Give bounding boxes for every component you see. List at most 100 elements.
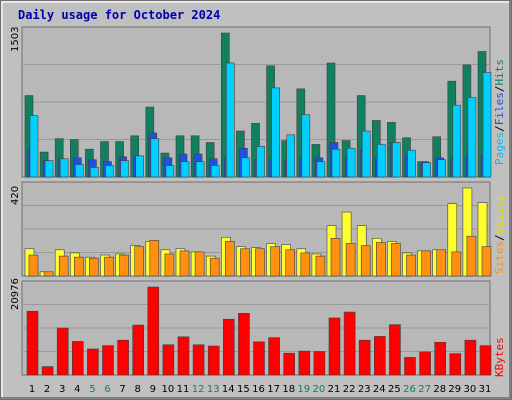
x-tick-label-day-2: 2 bbox=[44, 384, 50, 395]
bar-sites-day-3 bbox=[58, 255, 69, 277]
bar-sites-day-11 bbox=[179, 250, 190, 277]
bar-pages-day-26 bbox=[407, 149, 416, 178]
bar-sites-day-17 bbox=[270, 246, 280, 277]
bar-kbytes-day-24 bbox=[373, 336, 386, 376]
bar-kbytes-day-26 bbox=[404, 357, 416, 376]
x-tick-label-day-5: 5 bbox=[89, 384, 95, 395]
bar-kbytes-day-12 bbox=[192, 344, 205, 376]
bar-kbytes-day-3 bbox=[56, 327, 69, 376]
bar-kbytes-day-1 bbox=[26, 310, 39, 376]
legend-bottom: KBytes bbox=[493, 337, 506, 377]
bar-sites-day-10 bbox=[164, 253, 175, 277]
x-tick-label-day-7: 7 bbox=[119, 384, 125, 395]
bar-pages-day-28 bbox=[437, 159, 447, 178]
bar-pages-day-3 bbox=[59, 158, 69, 178]
x-tick-label-day-30: 30 bbox=[464, 384, 477, 395]
legend-top: Pages/Files/Hits bbox=[493, 59, 506, 165]
x-tick-label-day-18: 18 bbox=[282, 384, 295, 395]
bar-sites-day-15 bbox=[240, 248, 250, 277]
x-tick-label-day-1: 1 bbox=[29, 384, 35, 395]
bar-pages-day-14 bbox=[226, 62, 235, 178]
x-axis-labels: 1 2 3 4 5 6 7 8 9 10 11 12 13 14 15 16 17 18 19 20 21 22 23 24 2… bbox=[29, 384, 492, 395]
legend-entry-pages: Pages bbox=[493, 132, 506, 165]
x-tick-label-day-20: 20 bbox=[313, 384, 326, 395]
bar-pages-day-7 bbox=[120, 160, 129, 178]
middle-max-label: 420 bbox=[10, 186, 21, 205]
bar-kbytes-day-22 bbox=[343, 311, 356, 376]
bar-kbytes-day-5 bbox=[87, 348, 99, 376]
bar-kbytes-day-10 bbox=[162, 344, 175, 376]
x-tick-label-day-28: 28 bbox=[433, 384, 446, 395]
bar-sites-day-1 bbox=[28, 254, 39, 277]
x-tick-label-day-26: 26 bbox=[403, 384, 416, 395]
x-tick-label-day-3: 3 bbox=[59, 384, 65, 395]
bar-pages-day-27 bbox=[422, 162, 431, 178]
bar-pages-day-19 bbox=[301, 114, 311, 178]
chart-marks bbox=[22, 32, 492, 376]
bar-pages-day-1 bbox=[29, 115, 39, 178]
bar-pages-day-25 bbox=[392, 142, 401, 178]
bar-kbytes-day-20 bbox=[313, 351, 326, 376]
x-tick-label-day-24: 24 bbox=[373, 384, 386, 395]
bar-pages-day-10 bbox=[165, 165, 175, 178]
x-tick-label-day-23: 23 bbox=[358, 384, 371, 395]
bar-pages-day-18 bbox=[286, 134, 296, 178]
bar-pages-day-22 bbox=[346, 147, 356, 178]
x-tick-label-day-31: 31 bbox=[479, 384, 492, 395]
bar-pages-day-12 bbox=[195, 161, 205, 178]
bar-kbytes-day-9 bbox=[147, 286, 160, 376]
bar-pages-day-24 bbox=[376, 144, 386, 178]
bar-sites-day-23 bbox=[360, 245, 371, 277]
legend-separator: / bbox=[493, 234, 506, 241]
x-tick-label-day-13: 13 bbox=[207, 384, 220, 395]
x-tick-label-day-10: 10 bbox=[162, 384, 175, 395]
bar-sites-day-14 bbox=[225, 241, 235, 277]
bar-pages-day-13 bbox=[210, 165, 220, 178]
bar-kbytes-day-25 bbox=[389, 324, 401, 376]
bar-sites-day-25 bbox=[391, 243, 401, 277]
bar-kbytes-day-6 bbox=[102, 345, 114, 376]
x-tick-label-day-22: 22 bbox=[343, 384, 356, 395]
x-tick-label-day-8: 8 bbox=[135, 384, 141, 395]
bar-kbytes-day-31 bbox=[479, 345, 492, 376]
bar-pages-day-2 bbox=[44, 160, 54, 178]
bar-kbytes-day-18 bbox=[283, 352, 296, 376]
bar-sites-day-4 bbox=[74, 256, 84, 277]
legend-entry-sites: Sites bbox=[493, 241, 506, 274]
legend-separator: / bbox=[493, 86, 506, 93]
bar-kbytes-day-7 bbox=[117, 339, 129, 376]
bar-sites-day-5 bbox=[89, 257, 99, 277]
bar-sites-day-20 bbox=[315, 255, 326, 277]
bar-sites-day-16 bbox=[255, 248, 265, 277]
bar-kbytes-day-2 bbox=[41, 366, 54, 376]
bar-pages-day-20 bbox=[316, 161, 326, 178]
bar-pages-day-21 bbox=[331, 148, 341, 178]
bar-pages-day-8 bbox=[135, 155, 144, 178]
bar-pages-day-16 bbox=[256, 146, 265, 178]
x-tick-label-day-17: 17 bbox=[267, 384, 280, 395]
bar-pages-day-11 bbox=[180, 161, 190, 178]
bar-sites-day-30 bbox=[466, 235, 477, 277]
legend-entry-visits: Visits bbox=[493, 195, 506, 235]
x-tick-label-day-29: 29 bbox=[448, 384, 461, 395]
legend-separator: / bbox=[493, 125, 506, 132]
x-tick-label-day-9: 9 bbox=[150, 384, 156, 395]
x-tick-label-day-16: 16 bbox=[252, 384, 265, 395]
bar-sites-day-24 bbox=[375, 242, 386, 277]
bar-pages-day-31 bbox=[482, 72, 492, 178]
bar-pages-day-5 bbox=[90, 167, 99, 178]
bar-kbytes-day-19 bbox=[298, 350, 311, 376]
x-tick-label-day-12: 12 bbox=[192, 384, 205, 395]
legend-entry-files: Files bbox=[493, 92, 506, 125]
bar-kbytes-day-16 bbox=[253, 341, 265, 376]
bar-sites-day-31 bbox=[481, 246, 492, 277]
bar-sites-day-8 bbox=[134, 246, 144, 277]
legend-entry-kbytes: KBytes bbox=[493, 337, 506, 377]
bar-sites-day-28 bbox=[436, 249, 447, 277]
bar-kbytes-day-13 bbox=[207, 345, 220, 376]
chart-title: Daily usage for October 2024 bbox=[18, 8, 220, 22]
bar-kbytes-day-23 bbox=[358, 339, 371, 376]
bar-kbytes-day-15 bbox=[238, 313, 250, 376]
bar-pages-day-23 bbox=[361, 130, 371, 178]
